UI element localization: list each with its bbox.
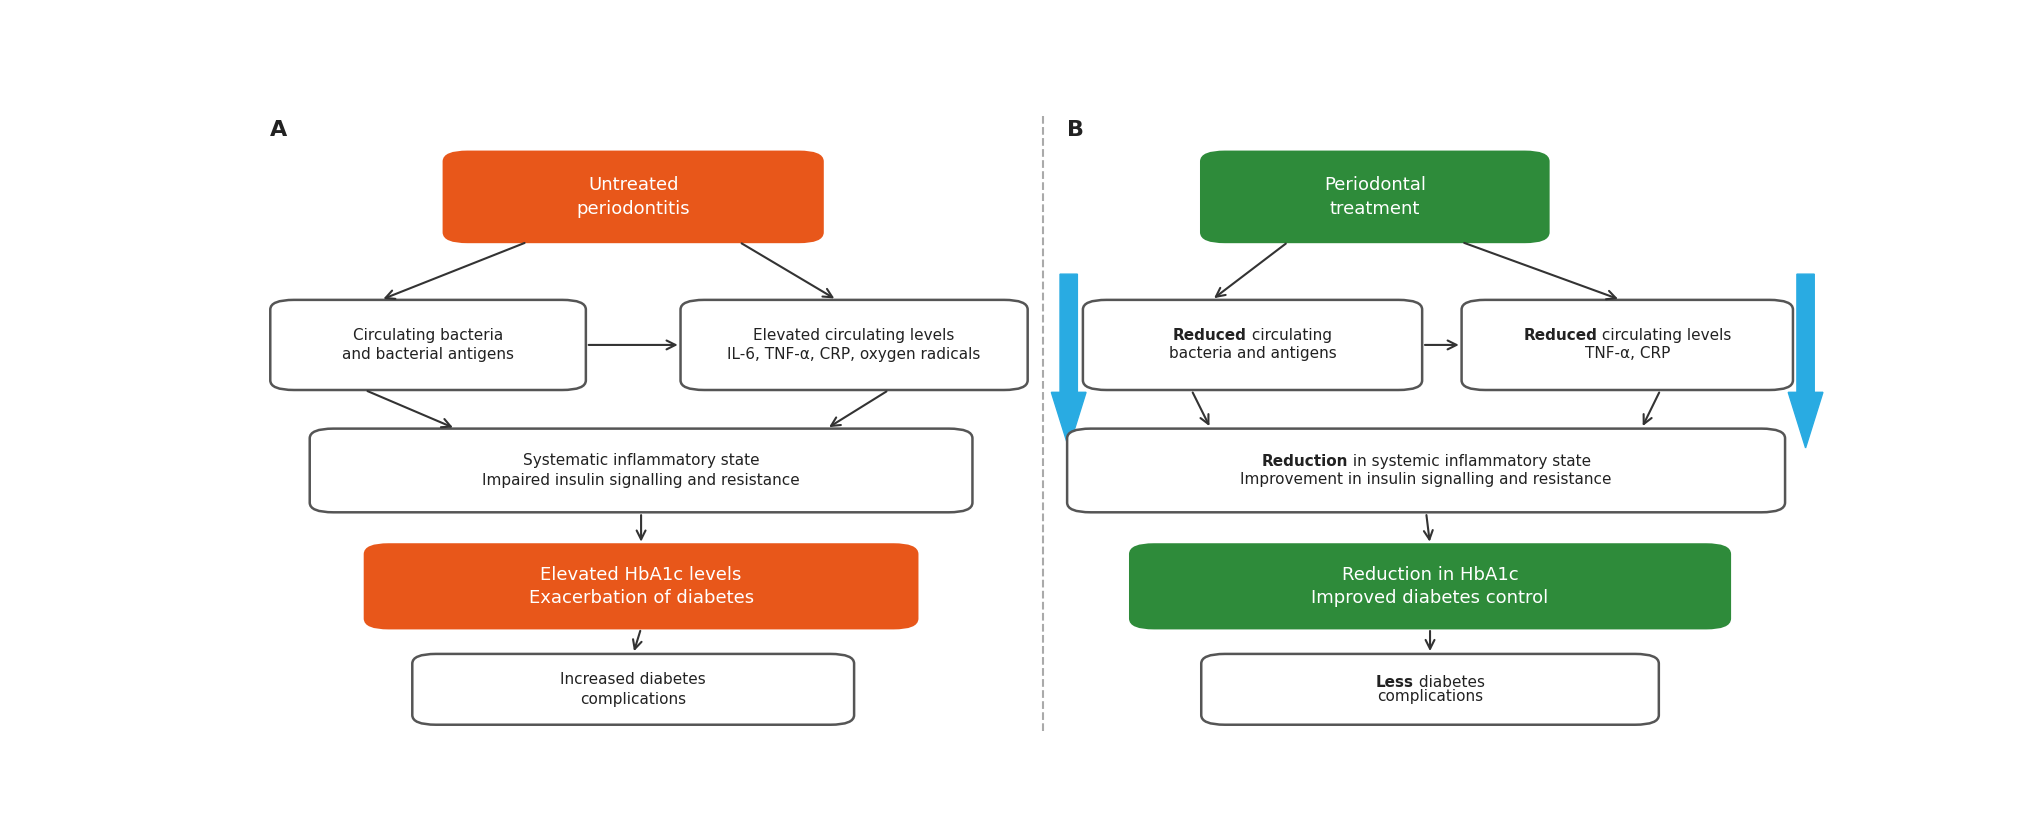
Text: A: A	[271, 120, 287, 140]
Text: TNF-α, CRP: TNF-α, CRP	[1584, 346, 1670, 361]
FancyBboxPatch shape	[1067, 429, 1786, 512]
Text: Systematic inflammatory state
Impaired insulin signalling and resistance: Systematic inflammatory state Impaired i…	[483, 453, 800, 488]
Text: Periodontal
treatment: Periodontal treatment	[1323, 176, 1425, 217]
Text: B: B	[1067, 120, 1083, 140]
Text: Less: Less	[1376, 675, 1413, 690]
Text: Reduction: Reduction	[1260, 454, 1348, 469]
FancyBboxPatch shape	[411, 654, 855, 725]
Text: Elevated HbA1c levels
Exacerbation of diabetes: Elevated HbA1c levels Exacerbation of di…	[529, 565, 753, 607]
FancyBboxPatch shape	[1201, 152, 1547, 242]
Text: Reduced: Reduced	[1173, 329, 1246, 344]
Text: bacteria and antigens: bacteria and antigens	[1169, 346, 1336, 361]
FancyBboxPatch shape	[1083, 300, 1421, 390]
Polygon shape	[1788, 274, 1822, 448]
FancyBboxPatch shape	[680, 300, 1028, 390]
FancyBboxPatch shape	[1130, 544, 1731, 628]
Text: Reduced: Reduced	[1523, 329, 1596, 344]
Text: Reduction in HbA1c
Improved diabetes control: Reduction in HbA1c Improved diabetes con…	[1311, 565, 1549, 607]
FancyBboxPatch shape	[364, 544, 916, 628]
Text: Elevated circulating levels
IL-6, TNF-α, CRP, oxygen radicals: Elevated circulating levels IL-6, TNF-α,…	[727, 328, 981, 362]
Text: in systemic inflammatory state: in systemic inflammatory state	[1348, 454, 1590, 469]
Text: Increased diabetes
complications: Increased diabetes complications	[560, 672, 706, 706]
Text: Circulating bacteria
and bacterial antigens: Circulating bacteria and bacterial antig…	[342, 328, 513, 362]
FancyBboxPatch shape	[271, 300, 586, 390]
Text: diabetes: diabetes	[1413, 675, 1484, 690]
Text: complications: complications	[1376, 689, 1482, 704]
Text: Untreated
periodontitis: Untreated periodontitis	[576, 176, 690, 217]
FancyBboxPatch shape	[1462, 300, 1794, 390]
FancyBboxPatch shape	[444, 152, 823, 242]
FancyBboxPatch shape	[309, 429, 973, 512]
Text: circulating levels: circulating levels	[1596, 329, 1731, 344]
Text: Improvement in insulin signalling and resistance: Improvement in insulin signalling and re…	[1240, 472, 1613, 487]
Text: circulating: circulating	[1246, 329, 1332, 344]
FancyBboxPatch shape	[1201, 654, 1659, 725]
Polygon shape	[1051, 274, 1085, 448]
